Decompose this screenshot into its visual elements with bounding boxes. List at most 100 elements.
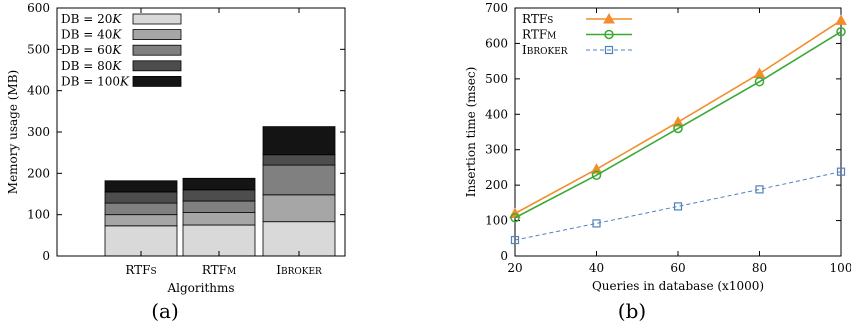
y-tick-label: 300 [27,125,50,139]
y-tick-label: 500 [485,72,508,86]
data-point [510,235,520,245]
bar-segment [262,194,336,223]
data-point [604,29,614,40]
panel-caption-b: (b) [618,299,646,323]
data-point [592,219,601,228]
x-tick-label: 40 [589,261,604,275]
x-tick-label-main: RTF [202,263,227,277]
data-point [754,76,765,87]
legend-label-small: M [547,32,556,42]
bar-segment [262,164,336,196]
bar-segment [182,177,256,191]
y-axis-label: Insertion time (msec) [464,67,478,198]
bar-segment [182,224,256,257]
y-ticks: 0 100 200 300 400 500 600 [27,1,345,263]
series-lines [509,14,847,245]
bar-segment [262,154,336,166]
y-tick-label: 100 [485,214,508,228]
legend-label-main: I [522,43,527,57]
bar-segment [262,126,336,156]
legend-swatch [132,13,182,25]
bar-segment [104,225,178,257]
legend-label-text: DB = 100 [61,74,120,88]
bar-segment [182,189,256,202]
panel-caption-a: (a) [151,299,179,323]
x-ticks: 20 40 60 80 100 [507,8,851,275]
bar-segment [182,212,256,226]
legend-swatch [132,44,182,56]
data-point [603,12,615,24]
legend-label-text: DB = 40 [61,28,112,42]
legend-label-text: DB = 60 [61,43,112,57]
y-tick-label: 400 [485,107,508,121]
data-point [836,167,846,176]
data-point [590,163,603,174]
legend-label-unit: K [119,74,130,88]
y-tick-label: 300 [485,143,508,157]
x-ticks: RTFS RTFM IBROKER [125,8,322,277]
data-point [753,67,766,79]
x-tick-label: RTFS [125,263,156,277]
legend-label: RTFS [522,12,553,26]
x-axis-label: Algorithms [166,281,234,295]
bar-segment [182,200,256,214]
data-point [673,123,683,134]
legend-label-text: DB = 80 [61,59,112,73]
data-point [604,45,614,55]
legend-label-small: BROKER [527,47,568,57]
x-tick-label: IBROKER [276,263,322,277]
data-point [835,14,847,25]
y-tick-label: 400 [27,84,50,98]
legend-label: DB = 100K [61,74,130,88]
y-tick-label: 0 [42,249,50,263]
y-tick-label: 100 [27,208,50,222]
legend-label: RTFM [522,28,556,42]
legend-swatch [132,60,182,72]
series-line [514,31,842,219]
series-rtfs [509,14,847,218]
y-tick-label: 200 [27,166,50,180]
x-tick-label-small: BROKER [281,267,322,277]
data-point [673,202,683,211]
legend-label-unit: K [111,28,122,42]
legend-label-text: DB = 20 [61,12,112,26]
legend-label-unit: K [111,12,122,26]
y-tick-label: 0 [500,249,508,263]
legend-label: DB = 40K [61,28,122,42]
x-tick-label: 20 [507,261,522,275]
legend-label-main: RTF [522,12,547,26]
legend-label-unit: K [111,59,122,73]
legend-label: DB = 20K [61,12,122,26]
legend-swatch [132,76,182,87]
legend-label: DB = 80K [61,59,122,73]
data-point [755,185,764,194]
x-axis-label: Queries in database (x1000) [592,279,764,293]
bar-segment [104,191,178,204]
data-point [510,212,520,223]
bar-segment [104,180,178,193]
data-point [591,170,602,180]
x-tick-label-main: RTF [125,263,150,277]
y-tick-label: 600 [27,1,50,15]
y-ticks: 0 100 200 300 400 500 600 700 [485,1,841,263]
series-rtfm [510,26,846,223]
series-line [514,171,842,241]
x-tick-label: 80 [752,261,767,275]
data-point [672,116,684,127]
y-tick-label: 500 [27,42,50,56]
bar-segment [104,202,178,216]
legend-swatch [132,29,182,41]
x-tick-label: 60 [670,261,685,275]
x-tick-label: RTFM [202,263,236,277]
legend-label: DB = 60K [61,43,122,57]
x-tick-label-small: M [227,267,236,277]
legend-label-main: RTF [522,28,547,42]
y-axis-label: Memory usage (MB) [6,70,20,194]
x-tick-label: 100 [830,261,851,275]
x-tick-label-small: S [150,267,156,277]
